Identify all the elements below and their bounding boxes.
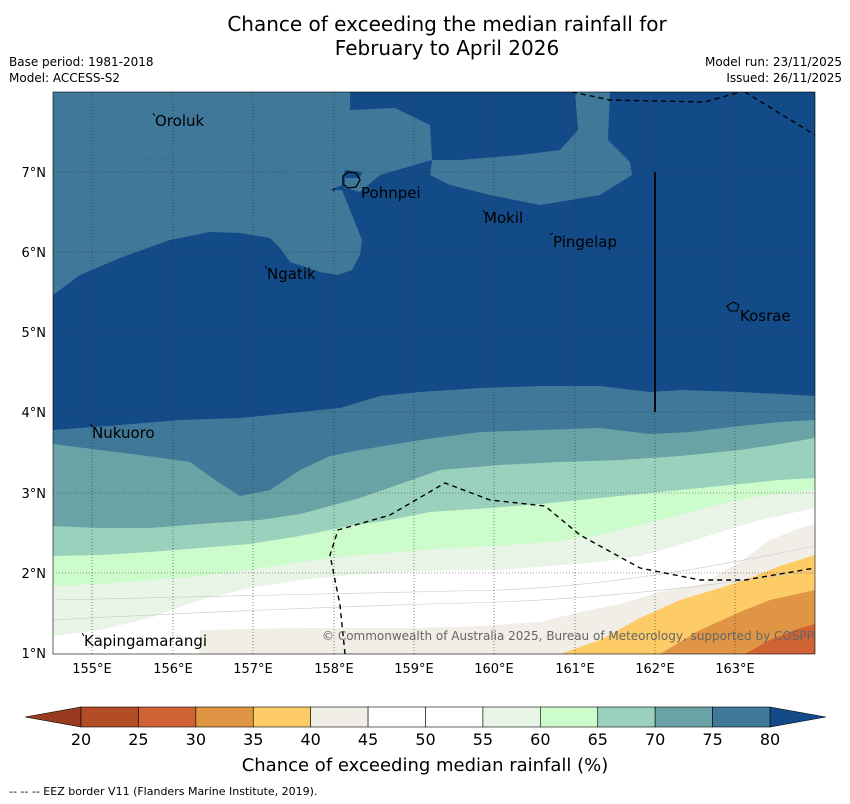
chart-title: Chance of exceeding the median rainfall …	[0, 12, 850, 60]
colorbar-cell	[482, 706, 541, 728]
contour-line	[53, 569, 815, 621]
eez-border	[329, 92, 815, 654]
colorbar-cell	[252, 706, 311, 728]
colorbar-tick-label: 35	[243, 730, 263, 749]
copyright-text: © Commonwealth of Australia 2025, Bureau…	[322, 629, 827, 643]
colorbar-cell	[195, 706, 254, 728]
lon-tick: 159°E	[394, 662, 434, 677]
atoll-marks	[81, 112, 554, 637]
model-info: Base period: 1981-2018 Model: ACCESS-S2	[9, 54, 154, 86]
contour-line	[53, 545, 815, 601]
colorbar-cell	[654, 706, 713, 728]
lat-tick: 6°N	[22, 246, 47, 261]
lon-tick: 163°E	[715, 662, 755, 677]
title-line-2: February to April 2026	[334, 36, 560, 60]
colorbar-tick-label: 45	[358, 730, 378, 749]
model-name: Model: ACCESS-S2	[9, 71, 121, 85]
lon-tick: 157°E	[233, 662, 273, 677]
lat-tick: 7°N	[22, 166, 47, 181]
lon-tick: 161°E	[555, 662, 595, 677]
lat-tick: 2°N	[22, 567, 47, 582]
colorbar-tick-label: 70	[645, 730, 665, 749]
colorbar-tick-label: 20	[71, 730, 91, 749]
label-ngatik: Ngatik	[267, 265, 316, 283]
colorbar-cell	[138, 706, 197, 728]
lon-tick: 160°E	[474, 662, 514, 677]
band-70-75	[53, 92, 432, 192]
colorbar-cell	[712, 706, 771, 728]
band-40-45	[53, 524, 815, 654]
colorbar-tick-label: 40	[300, 730, 320, 749]
colorbar-tick-label: 60	[530, 730, 550, 749]
label-kosrae: Kosrae	[740, 307, 791, 325]
colorbar-tick-label: 65	[588, 730, 608, 749]
probability-fields: Oroluk Pohnpei Mokil Pingelap Ngatik Kos…	[53, 92, 827, 654]
label-mokil: Mokil	[484, 209, 523, 227]
base-period: Base period: 1981-2018	[9, 55, 154, 69]
colorbar-cell	[367, 706, 426, 728]
colorbar-cell	[310, 706, 369, 728]
label-pingelap: Pingelap	[553, 233, 617, 251]
issued-date: Issued: 26/11/2025	[726, 71, 842, 85]
band-70-75	[430, 92, 632, 205]
colorbar-cell	[540, 706, 599, 728]
map-frame	[52, 91, 816, 655]
model-run-date: Model run: 23/11/2025	[704, 55, 842, 69]
lat-tick: 5°N	[22, 326, 47, 341]
colorbar-tick-label: 55	[473, 730, 493, 749]
colorbar-cell	[425, 706, 484, 728]
colorbar-cell	[597, 706, 656, 728]
lon-tick: 155°E	[72, 662, 112, 677]
lon-tick: 162°E	[635, 662, 675, 677]
label-nukuoro: Nukuoro	[92, 424, 155, 442]
colorbar-tick-label: 25	[128, 730, 148, 749]
graticule	[53, 92, 815, 654]
colorbar-cell	[80, 706, 139, 728]
colorbar-title: Chance of exceeding median rainfall (%)	[241, 755, 609, 776]
colorbar: 20 25 30 35 40 45 50 55 60 65 70 75 80	[24, 706, 827, 749]
colorbar-tick-label: 75	[702, 730, 722, 749]
lat-tick: 1°N	[22, 647, 47, 662]
band-70-75	[53, 150, 362, 295]
colorbar-under-arrow	[24, 706, 82, 728]
colorbar-tick-label: 30	[186, 730, 206, 749]
band-25-30	[745, 624, 815, 654]
run-info: Model run: 23/11/2025 Issued: 26/11/2025	[705, 54, 842, 86]
colorbar-over-arrow	[769, 706, 827, 728]
island-mark	[332, 187, 336, 192]
title-line-1: Chance of exceeding the median rainfall …	[227, 12, 667, 36]
colorbar-tick-label: 50	[415, 730, 435, 749]
lon-tick: 156°E	[153, 662, 193, 677]
label-kapingamarangi: Kapingamarangi	[84, 632, 207, 650]
lon-tick: 158°E	[314, 662, 354, 677]
label-oroluk: Oroluk	[155, 112, 204, 130]
pohnpei-coastline	[342, 171, 361, 189]
label-pohnpei: Pohnpei	[361, 184, 421, 202]
lat-tick: 3°N	[22, 487, 47, 502]
lat-tick: 4°N	[22, 406, 47, 421]
kosrae-coastline	[726, 301, 740, 312]
colorbar-tick-label: 80	[760, 730, 780, 749]
legend-note: -- -- -- EEZ border V11 (Flanders Marine…	[9, 785, 318, 798]
